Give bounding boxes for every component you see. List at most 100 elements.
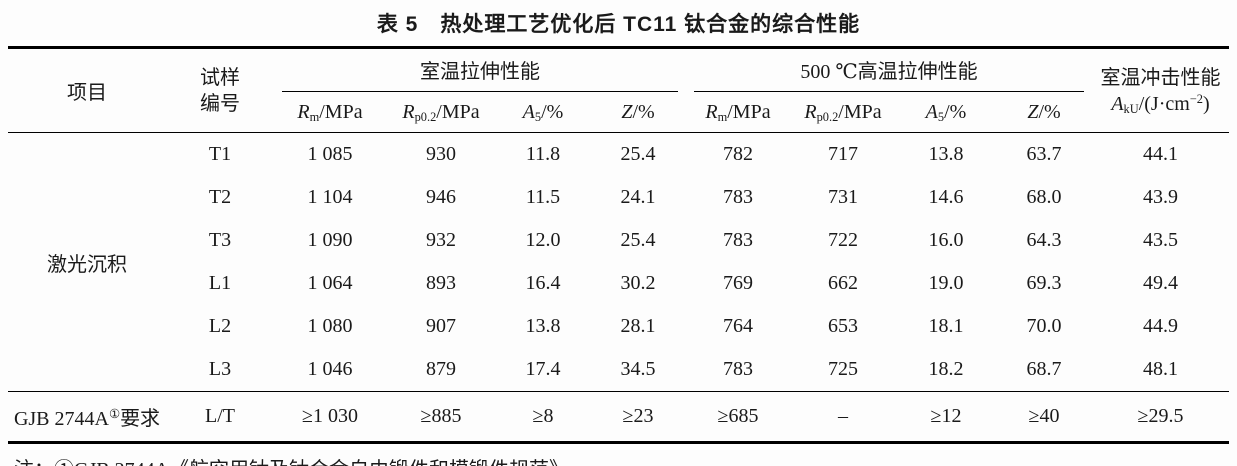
table-cell: 63.7 [1026,143,1062,165]
table-cell: 19.0 [928,272,964,294]
subheader-a5-room: A5/% [522,100,564,124]
table-cell: 782 [723,143,753,165]
table-cell: 783 [723,186,753,208]
table-cell: 64.3 [1026,229,1062,251]
cell-sample-id: L/T [205,405,235,427]
header-row-subcolumns: Rm/MPa Rp0.2/MPa A5/% Z/% Rm/MPa Rp0.2/M… [8,92,1229,133]
table-cell: ≥40 [1028,405,1060,427]
table-cell: – [838,405,848,427]
header-sample-line2: 编号 [200,92,240,115]
header-group-high-temp-label: 500 ℃高温拉伸性能 [694,49,1084,92]
table-cell: ≥29.5 [1137,405,1184,427]
table-row-l3: L3 1 046 879 17.4 34.5 783 725 18.2 68.7… [8,348,1229,392]
table-cell: 13.8 [525,315,561,337]
table-row-t2: T2 1 104 946 11.5 24.1 783 731 14.6 68.0… [8,176,1229,219]
table-cell: 1 090 [307,229,353,251]
table-cell: 17.4 [525,358,561,380]
table-cell: 946 [426,186,456,208]
cell-sample-id: L3 [208,358,232,380]
table-cell: ≥8 [532,405,554,427]
table-cell: ≥685 [717,405,759,427]
table-cell: ≥12 [930,405,962,427]
header-group-room-temp-tensile: 室温拉伸性能 [274,48,686,92]
table-cell: 1 080 [307,315,353,337]
table-cell: 1 046 [307,358,353,380]
table-cell: 44.9 [1143,315,1178,337]
header-impact-symbol: AkU/(J·cm−2) [1111,91,1210,116]
table-cell: 11.8 [525,143,561,165]
header-group-high-temp-tensile: 500 ℃高温拉伸性能 [686,48,1092,92]
table-cell: 44.1 [1143,143,1178,165]
cell-sample-id: L2 [208,315,232,337]
subheader-z-room: Z/% [621,100,655,123]
table-cell: 764 [723,315,753,337]
table-cell: 16.0 [928,229,964,251]
header-group-room-temp-label: 室温拉伸性能 [282,49,678,92]
table-cell: 18.1 [928,315,964,337]
table-cell: 18.2 [928,358,964,380]
table-cell: 24.1 [620,186,656,208]
table-cell: 70.0 [1026,315,1062,337]
table-cell: 930 [426,143,456,165]
table-row-gjb-requirement: GJB 2744A①要求 L/T ≥1 030 ≥885 ≥8 ≥23 ≥685… [8,391,1229,443]
header-cell-impact: 室温冲击性能 AkU/(J·cm−2) [1092,48,1229,133]
cell-sample-id: T3 [208,229,232,251]
table-cell: 722 [828,229,858,251]
table-cell: ≥885 [420,405,462,427]
table-cell: 1 104 [307,186,353,208]
requirement-label-text: GJB 2744A①要求 [13,407,161,430]
table-cell: 1 085 [307,143,353,165]
table-cell: 30.2 [620,272,656,294]
table-row-t3: T3 1 090 932 12.0 25.4 783 722 16.0 64.3… [8,219,1229,262]
table-cell: 25.4 [620,229,656,251]
table-cell: 14.6 [928,186,964,208]
table-cell: 69.3 [1026,272,1062,294]
table-cell: 49.4 [1143,272,1178,294]
requirement-label: GJB 2744A①要求 [8,392,166,443]
table-cell: 68.0 [1026,186,1062,208]
subheader-rp02-room: Rp0.2/MPa [402,100,480,124]
table-cell: 11.5 [525,186,561,208]
header-impact-line1: 室温冲击性能 [1100,66,1221,89]
subheader-rm-room: Rm/MPa [297,100,363,124]
table-cell: ≥1 030 [302,405,358,427]
table-cell: 48.1 [1143,358,1178,380]
table-cell: 43.9 [1143,186,1178,208]
table-cell: 16.4 [525,272,561,294]
subheader-rp02-high: Rp0.2/MPa [804,100,882,124]
table-cell: 783 [723,358,753,380]
subheader-a5-high: A5/% [925,100,967,124]
table-cell: 68.7 [1026,358,1062,380]
header-row-groups: 项目 试样 编号 室温拉伸性能 500 ℃高温拉伸性能 室温冲击性能 AkU/(… [8,48,1229,115]
table-cell: 653 [828,315,858,337]
table-row-l1: L1 1 064 893 16.4 30.2 769 662 19.0 69.3… [8,262,1229,305]
table-cell: 28.1 [620,315,656,337]
table-cell: 725 [828,358,858,380]
table-cell: 25.4 [620,143,656,165]
table-cell: 43.5 [1143,229,1178,251]
cell-sample-id: L1 [208,272,232,294]
header-cell-item: 项目 [67,82,107,104]
row-group-label-laser-deposition: 激光沉积 [47,253,127,276]
properties-table: 项目 试样 编号 室温拉伸性能 500 ℃高温拉伸性能 室温冲击性能 AkU/(… [8,46,1229,444]
table-cell: 731 [828,186,858,208]
table-cell: 717 [828,143,858,165]
table-row-l2: L2 1 080 907 13.8 28.1 764 653 18.1 70.0… [8,305,1229,348]
subheader-rm-high: Rm/MPa [705,100,771,124]
table-cell: 879 [426,358,456,380]
header-sample-line1: 试样 [200,66,240,89]
table-cell: 34.5 [620,358,656,380]
table-title: 表 5 热处理工艺优化后 TC11 钛合金的综合性能 [376,13,861,36]
subheader-z-high: Z/% [1027,100,1061,123]
table-cell: ≥23 [622,405,654,427]
table-cell: 932 [426,229,456,251]
cell-sample-id: T1 [208,143,232,165]
table-cell: 769 [723,272,753,294]
table-cell: 1 064 [307,272,353,294]
table-cell: 13.8 [928,143,964,165]
table-cell: 893 [426,272,456,294]
table-cell: 907 [426,315,456,337]
table-row-t1: 激光沉积 T1 1 085 930 11.8 25.4 782 717 13.8… [8,133,1229,276]
